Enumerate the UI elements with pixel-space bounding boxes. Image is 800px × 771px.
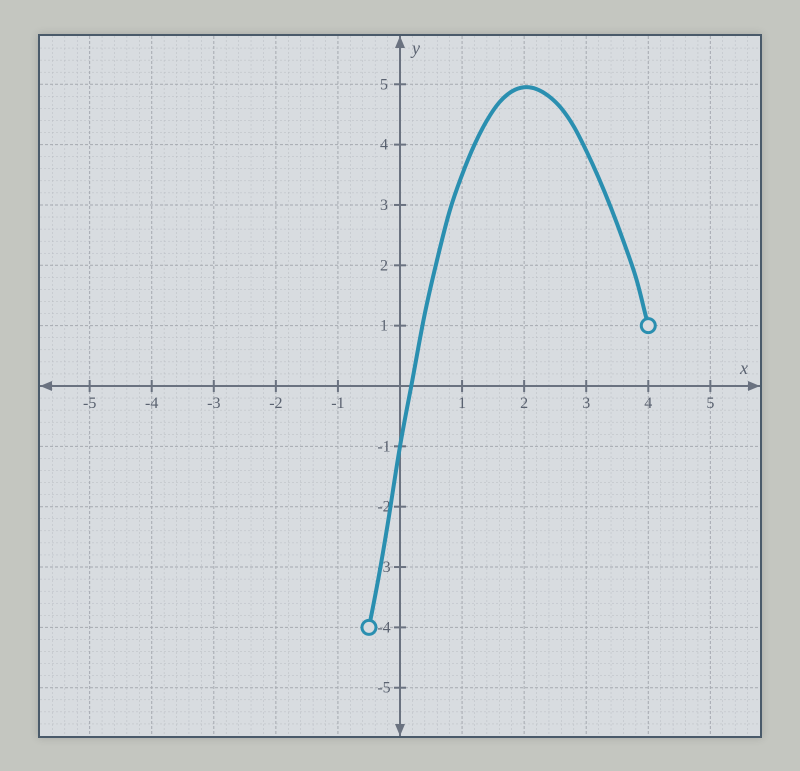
function-curve [369, 87, 648, 627]
y-tick-label: -4 [377, 619, 390, 636]
x-tick-label: -2 [269, 395, 282, 412]
x-tick-label: 1 [458, 395, 466, 412]
open-endpoint [641, 318, 655, 332]
x-axis-label: x [739, 358, 748, 378]
graph-container: -5-4-3-2-112345-5-4-3-2-112345yx [38, 34, 762, 738]
axes [40, 36, 760, 736]
y-tick-label: 3 [380, 196, 388, 213]
y-axis-label: y [410, 38, 420, 58]
y-tick-label: -1 [377, 438, 390, 455]
x-tick-label: -1 [331, 395, 344, 412]
x-tick-label: 2 [520, 395, 528, 412]
y-tick-label: 4 [380, 136, 388, 153]
x-tick-label: 3 [582, 395, 590, 412]
x-tick-label: -3 [207, 395, 220, 412]
x-tick-label: -4 [145, 395, 158, 412]
y-tick-label: 1 [380, 317, 388, 334]
x-tick-label: -5 [83, 395, 96, 412]
x-tick-label: 5 [706, 395, 714, 412]
x-tick-label: 4 [644, 395, 652, 412]
open-endpoint [362, 620, 376, 634]
y-tick-label: 5 [380, 76, 388, 93]
y-tick-label: 2 [380, 257, 388, 274]
graph-svg: -5-4-3-2-112345-5-4-3-2-112345yx [40, 36, 760, 736]
y-tick-label: -5 [377, 679, 390, 696]
